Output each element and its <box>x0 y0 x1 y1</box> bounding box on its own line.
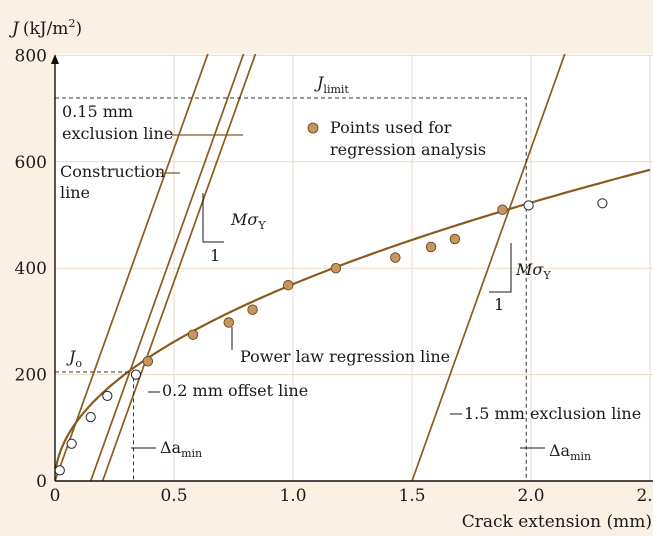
slope-label-left: MσY <box>230 210 266 232</box>
regression-data-point <box>390 252 401 263</box>
regression-data-point <box>223 317 234 328</box>
delta-a-min-right-label: Δamin <box>549 441 591 463</box>
construction-label-line2: line <box>60 183 90 202</box>
y-tick-label: 0 <box>36 472 47 492</box>
x-tick-label: 1.5 <box>398 486 425 506</box>
open-data-point <box>66 438 77 449</box>
construction-line <box>55 54 209 481</box>
y-tick-label: 400 <box>15 259 47 279</box>
power-law-label: Power law regression line <box>240 347 450 366</box>
delta-a-min-left-label: Δamin <box>160 438 202 460</box>
plot-area-background <box>55 54 653 481</box>
y-axis-label: J (kJ/m2) <box>9 17 82 39</box>
y-axis-arrow <box>51 54 59 64</box>
offset-label: 0.2 mm offset line <box>162 381 308 400</box>
x-tick-label: 0 <box>50 486 61 506</box>
exclusion-015-label-line1: 0.15 mm <box>62 102 133 121</box>
regression-data-point <box>142 356 154 367</box>
data-points <box>54 198 608 476</box>
x-tick-label: 2.5 <box>636 486 653 506</box>
legend-marker <box>307 122 319 134</box>
slope-label-right: MσY <box>515 260 551 282</box>
j-limit-label: Jlimit <box>314 73 349 96</box>
open-data-point <box>102 390 113 401</box>
open-data-point <box>85 412 96 423</box>
regression-data-point <box>247 304 258 315</box>
slope-triangle-right <box>489 243 512 293</box>
regression-data-point <box>283 280 294 291</box>
slope-one-left: 1 <box>210 246 220 265</box>
chart-lines <box>55 54 651 481</box>
open-data-point <box>130 369 142 380</box>
open-data-point <box>523 200 534 211</box>
axes <box>51 54 653 482</box>
y-tick-label: 200 <box>15 366 47 386</box>
annotations: Jlimit 0.15 mm exclusion line Points use… <box>60 73 641 463</box>
regression-data-point <box>497 204 508 215</box>
regression-data-point <box>425 241 437 253</box>
j-o-label: Jo <box>66 347 82 370</box>
tick-labels: 0 0.5 1.0 1.5 2.0 2.5 0 200 400 600 800 <box>15 46 653 506</box>
slope-triangle-left <box>202 193 224 243</box>
offset-line <box>89 54 245 481</box>
regression-data-point <box>330 263 342 274</box>
x-axis-label: Crack extension (mm) <box>462 512 652 532</box>
open-data-point <box>54 465 65 476</box>
x-tick-label: 1.0 <box>279 486 306 506</box>
legend-label-line1: Points used for <box>330 118 452 137</box>
open-data-point <box>597 198 608 209</box>
exclusion-15-label: 1.5 mm exclusion line <box>464 404 641 423</box>
offset-line <box>411 54 566 481</box>
regression-data-point <box>449 233 461 245</box>
x-tick-label: 2.0 <box>517 486 544 506</box>
x-tick-label: 0.5 <box>160 486 187 506</box>
grid-lines <box>55 54 653 481</box>
regression-data-point <box>187 329 199 340</box>
construction-label-line1: Construction <box>60 162 165 181</box>
slope-one-right: 1 <box>494 295 504 314</box>
offset-line <box>101 54 257 481</box>
y-tick-label: 800 <box>15 46 47 66</box>
legend-label-line2: regression analysis <box>330 140 486 159</box>
y-tick-label: 600 <box>15 153 47 173</box>
exclusion-015-label-line2: exclusion line <box>62 124 173 143</box>
j-limit-line <box>55 97 527 481</box>
